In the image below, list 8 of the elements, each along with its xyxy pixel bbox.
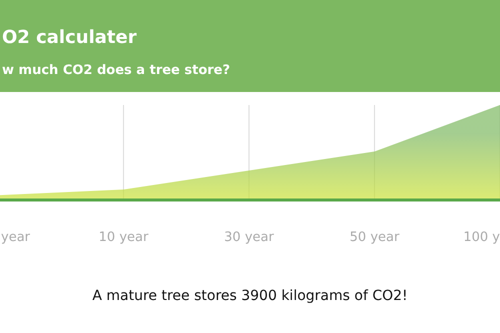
x-tick-label: 50 year (350, 230, 400, 245)
x-tick-label: 100 y (463, 230, 500, 245)
x-tick-label: 30 year (224, 230, 274, 245)
chart-title: O2 calculater (2, 27, 137, 48)
x-tick-label: year (1, 230, 31, 245)
x-tick-label: 10 year (98, 230, 149, 245)
text: A mature tree stores 3900 kilograms of CO2! (92, 288, 408, 304)
chart-subtitle: w much CO2 does a tree store? (2, 63, 230, 78)
